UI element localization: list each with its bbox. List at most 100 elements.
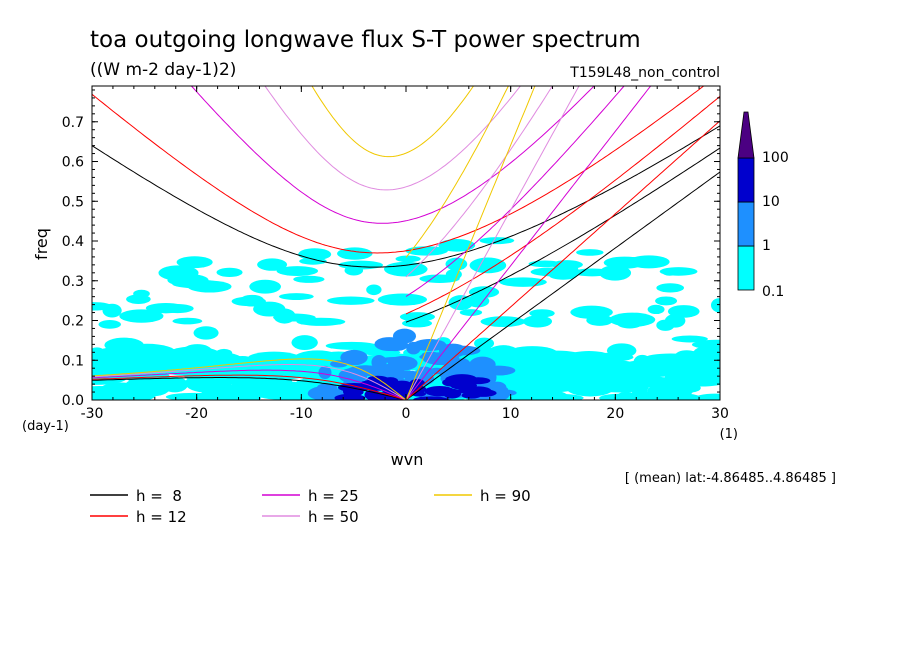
spectrum-contour-fill: [92, 237, 720, 400]
contour-region-low: [172, 317, 203, 325]
contour-region-low: [609, 312, 656, 327]
contour-region-mid: [330, 360, 348, 368]
contour-region-low: [102, 303, 122, 318]
contour-region-low: [133, 289, 150, 298]
colorbar-segment: [737, 201, 755, 247]
contour-region-low: [384, 261, 428, 277]
contour-region-low: [405, 246, 448, 256]
contour-region-low: [529, 309, 555, 318]
dispersion-curve-h50-mrg-wave: [405, 86, 553, 278]
contour-region-high: [413, 396, 449, 400]
contour-region-low: [693, 393, 720, 400]
contour-region-low: [129, 356, 167, 373]
x-unit-label: (1): [720, 427, 738, 442]
contour-region-mid: [469, 356, 496, 373]
contour-region-low: [559, 355, 615, 366]
contour-region-low: [216, 267, 243, 277]
colorbar-segment: [737, 157, 755, 203]
contour-region-low: [257, 258, 288, 271]
dispersion-curve-h90-er-n1: [92, 358, 407, 400]
contour-region-low: [279, 293, 314, 301]
chart-subtitle: ((W m-2 day-1)2): [90, 60, 236, 80]
colorbar: 0.1 1 10 100: [737, 111, 789, 300]
chart-title: toa outgoing longwave flux S-T power spe…: [90, 27, 641, 53]
contour-region-low: [291, 335, 318, 351]
contour-region-low: [277, 388, 311, 400]
contour-region-low: [711, 298, 720, 313]
x-tick-label: -20: [185, 406, 208, 422]
contour-region-high: [342, 386, 357, 397]
dispersion-curve-h12-mrg-wave: [405, 95, 720, 315]
contour-region-low: [244, 379, 270, 397]
contour-region-low: [577, 364, 602, 381]
contour-region-low: [667, 305, 700, 318]
contour-region-low: [193, 326, 219, 340]
contour-region-low: [98, 320, 121, 329]
contour-region-low: [119, 309, 164, 323]
x-tick-label: -30: [81, 406, 104, 422]
contour-region-low: [448, 295, 474, 311]
contour-region-low: [100, 385, 133, 396]
contour-region-low: [690, 373, 720, 385]
x-axis-label: wvn: [391, 450, 424, 469]
contour-region-low: [249, 279, 281, 294]
contour-region-high: [390, 380, 414, 391]
contour-region-low: [661, 268, 678, 276]
contour-region-low: [176, 256, 213, 269]
contour-region-low: [192, 376, 239, 386]
contour-region-high: [461, 392, 482, 399]
contour-region-low: [599, 265, 632, 281]
contour-region-low: [647, 304, 665, 315]
contour-region-low: [570, 305, 613, 319]
y-tick-label: 0.0: [62, 393, 84, 409]
contour-region-high: [443, 388, 462, 399]
contour-region-low: [499, 277, 547, 287]
dispersion-curve-h8-kelvin-wave: [405, 171, 720, 400]
contour-region-low: [395, 255, 421, 263]
dispersion-curve-h90-ig-n1: [311, 86, 475, 158]
contour-region-low: [559, 374, 588, 391]
x-tick-label: -10: [290, 406, 313, 422]
dispersion-curve-h8-mrg-wave: [405, 147, 720, 323]
x-tick-label: 10: [502, 406, 520, 422]
contour-region-low: [655, 296, 678, 306]
contour-region-low: [402, 319, 433, 328]
dispersion-curve-h50-kelvin-wave: [405, 86, 580, 400]
axes: -30 -20 -10 0 10 20 30 0.0 0.1 0.2 0.3 0.4 0.5 0.6 0.7: [62, 86, 729, 422]
legend-label: h = 50: [308, 508, 359, 526]
dispersion-curve-h25-er-n1: [92, 369, 407, 400]
contour-region-low: [469, 257, 507, 274]
contour-region-low: [326, 296, 375, 305]
contour-region-low: [459, 309, 483, 316]
contour-region-high: [334, 393, 366, 400]
contour-region-low: [523, 350, 553, 363]
contour-region-low: [167, 273, 209, 287]
legend-label: h = 8: [136, 487, 182, 505]
dispersion-curve-h25-mrg-wave: [405, 86, 625, 297]
colorbar-level-label: 10: [762, 194, 780, 210]
dispersion-curve-h12-er-n1: [92, 374, 407, 400]
contour-region-high: [364, 389, 381, 400]
colorbar-level-label: 100: [762, 150, 789, 166]
contour-region-low: [293, 275, 325, 283]
x-tick-label: 0: [402, 406, 411, 422]
y-tick-label: 0.4: [62, 234, 84, 250]
contour-region-low: [479, 237, 515, 245]
contour-region-low: [606, 343, 637, 358]
dispersion-curve-h50-ig-n1: [264, 86, 522, 191]
contour-region-low: [299, 257, 327, 265]
contour-region-low: [239, 294, 265, 307]
contour-region-low: [504, 385, 547, 399]
dispersion-curve-h90-kelvin-wave: [405, 86, 536, 400]
legend-label: h = 90: [480, 487, 531, 505]
contour-region-low: [445, 257, 468, 271]
contour-region-low: [671, 350, 720, 367]
contour-region-low: [607, 256, 651, 266]
contour-region-low: [523, 315, 553, 328]
contour-region-low: [445, 269, 462, 280]
contour-region-mid: [318, 365, 332, 380]
y-unit-label: (day-1): [22, 419, 69, 434]
legend-label: h = 12: [136, 508, 187, 526]
contour-region-mid: [392, 328, 416, 344]
